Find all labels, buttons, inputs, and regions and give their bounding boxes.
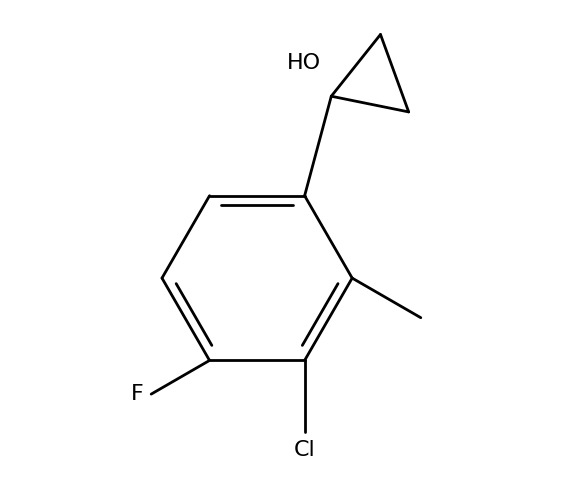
Text: F: F xyxy=(130,384,143,404)
Text: Cl: Cl xyxy=(294,440,316,460)
Text: HO: HO xyxy=(287,53,321,73)
